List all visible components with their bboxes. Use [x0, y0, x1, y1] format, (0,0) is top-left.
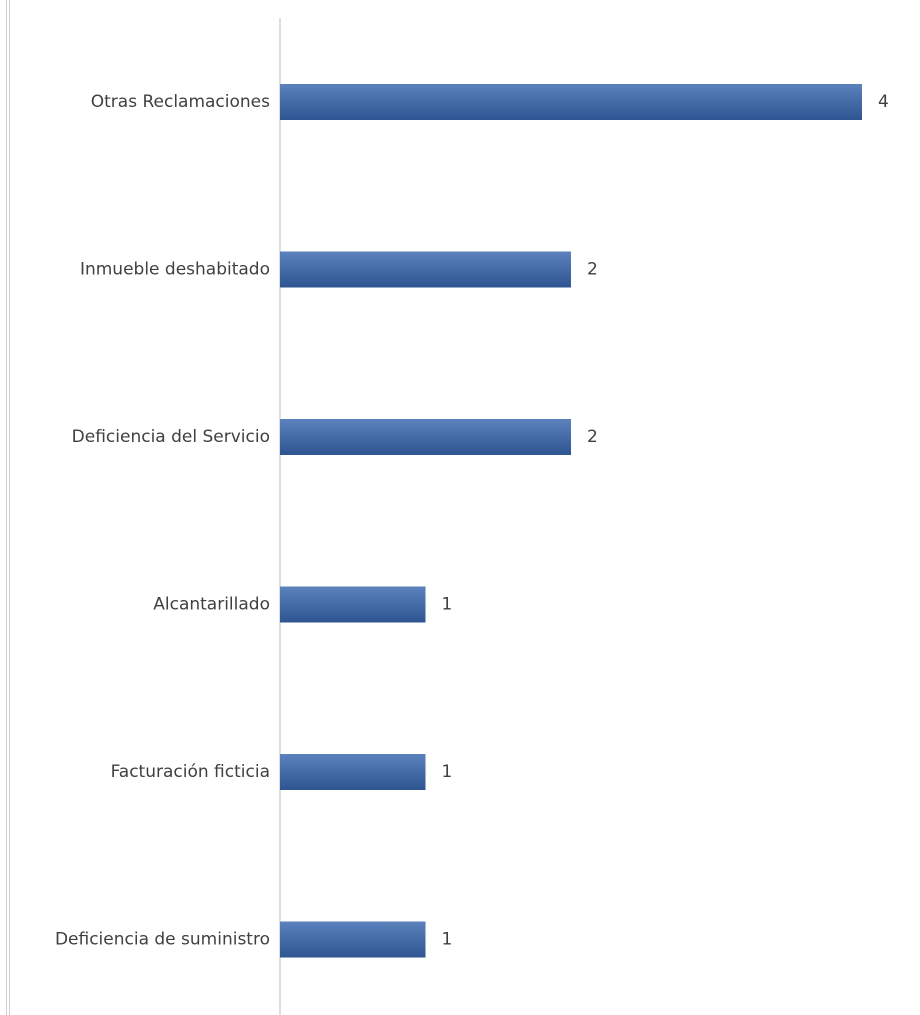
page-border: [6, 0, 10, 1015]
category-label-5: Deficiencia de suministro: [55, 930, 270, 950]
bar-0: [280, 84, 862, 120]
value-labels-group: 4 2 2 1 1 1: [442, 92, 889, 950]
bar-3: [280, 586, 426, 623]
bar-2: [280, 419, 571, 455]
category-labels-group: Otras Reclamaciones Inmueble deshabitado D…: [55, 92, 270, 950]
bars-group: [280, 84, 862, 958]
value-label-4: 1: [442, 762, 453, 782]
value-label-5: 1: [442, 930, 453, 950]
value-label-3: 1: [442, 595, 453, 615]
category-label-0: Otras Reclamaciones: [91, 92, 270, 112]
bar-1: [280, 251, 571, 288]
value-label-2: 2: [587, 427, 598, 447]
category-label-1: Inmueble deshabitado: [80, 260, 270, 280]
value-label-1: 2: [587, 260, 598, 280]
category-label-4: Facturación ficticia: [111, 762, 270, 782]
value-label-0: 4: [878, 92, 889, 112]
bar-5: [280, 921, 426, 958]
bar-4: [280, 754, 426, 790]
category-label-2: Deficiencia del Servicio: [72, 427, 270, 447]
category-label-3: Alcantarillado: [153, 595, 270, 615]
